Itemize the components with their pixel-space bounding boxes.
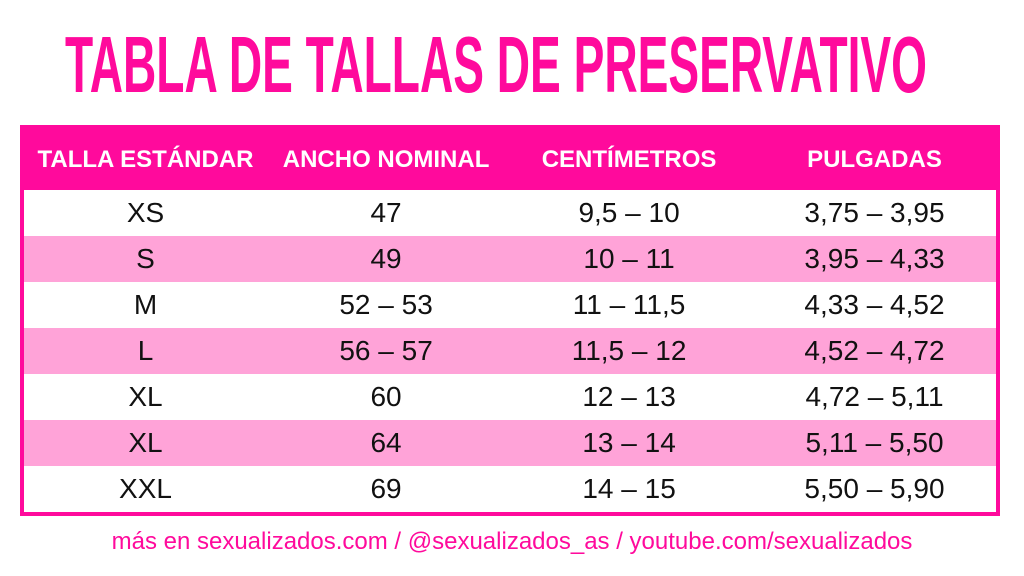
table-cell: 3,95 – 4,33 — [752, 236, 996, 282]
table-cell: 47 — [370, 197, 402, 228]
table-cell: 64 — [267, 420, 506, 466]
footer-credits: más en sexualizados.com / @sexualizados_… — [111, 528, 913, 555]
table-cell: 60 — [370, 381, 402, 412]
table-cell: XS — [126, 197, 165, 228]
table-cell: 9,5 – 10 — [578, 197, 680, 228]
size-table: TALLA ESTÁNDAR ANCHO NOMINAL CENTÍMETROS… — [20, 125, 1000, 516]
table-cell: 5,50 – 5,90 — [804, 473, 945, 504]
table-cell: 14 – 15 — [582, 473, 676, 504]
column-header: PULGADAS — [752, 129, 996, 190]
table-cell: 13 – 14 — [505, 420, 753, 466]
table-cell: 52 – 53 — [339, 289, 433, 320]
table-cell: 4,33 – 4,52 — [804, 289, 945, 320]
table-row: XXL 69 14 – 15 5,50 – 5,90 — [24, 466, 996, 512]
table-cell: XXL — [119, 473, 172, 504]
column-header: TALLA ESTÁNDAR — [24, 129, 267, 190]
column-header: ANCHO NOMINAL — [267, 129, 506, 190]
page-title: TABLA DE TALLAS DE PRESERVATIVO — [0, 8, 1024, 108]
title-graphic: TABLA DE TALLAS DE PRESERVATIVO — [65, 20, 927, 108]
table-cell: 12 – 13 — [582, 381, 676, 412]
table-row: XL 64 13 – 14 5,11 – 5,50 — [24, 420, 996, 466]
table-row: XS 47 9,5 – 10 3,75 – 3,95 — [24, 190, 996, 236]
table-cell: 5,11 – 5,50 — [752, 420, 996, 466]
table-cell: 56 – 57 — [267, 328, 506, 374]
table-cell: 69 — [370, 473, 402, 504]
table-cell: 49 — [267, 236, 506, 282]
table-cell: 11 – 11,5 — [572, 289, 686, 320]
table-row: XL 60 12 – 13 4,72 – 5,11 — [24, 374, 996, 420]
table-cell: L — [24, 328, 267, 374]
table-cell: 3,75 – 3,95 — [804, 197, 945, 228]
table-cell: M — [133, 289, 158, 320]
table-cell: XL — [24, 420, 267, 466]
column-header: CENTÍMETROS — [505, 129, 753, 190]
table-row: M 52 – 53 11 – 11,5 4,33 – 4,52 — [24, 282, 996, 328]
table-cell: 4,72 – 5,11 — [805, 381, 944, 412]
header-row: TALLA ESTÁNDAR ANCHO NOMINAL CENTÍMETROS… — [24, 129, 996, 190]
table-cell: S — [24, 236, 267, 282]
table-cell: XL — [128, 381, 163, 412]
table-cell: 11,5 – 12 — [505, 328, 753, 374]
title-text: TABLA DE TALLAS DE PRESERVATIVO — [65, 20, 927, 108]
table-cell: 10 – 11 — [505, 236, 753, 282]
table-row: L 56 – 57 11,5 – 12 4,52 – 4,72 — [24, 328, 996, 374]
table-cell: 4,52 – 4,72 — [752, 328, 996, 374]
table-row: S 49 10 – 11 3,95 – 4,33 — [24, 236, 996, 282]
